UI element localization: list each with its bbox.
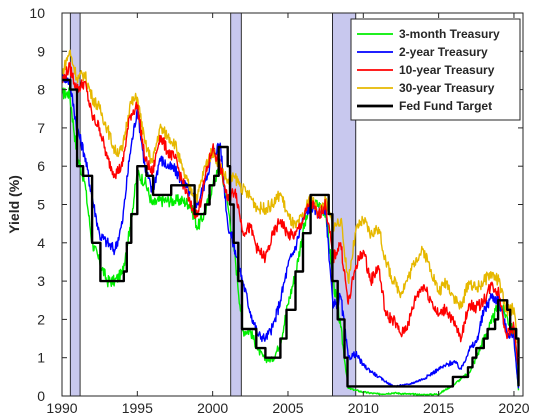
- y-tick-label: 10: [29, 5, 45, 21]
- x-tick-label: 2005: [272, 400, 303, 416]
- series-line-2-year-treasury: [62, 70, 520, 389]
- y-tick-label: 0: [37, 388, 45, 404]
- x-tick-label: 2010: [348, 400, 379, 416]
- y-axis-label: Yield (%): [6, 175, 22, 234]
- y-tick-label: 9: [37, 43, 45, 59]
- y-tick-label: 4: [37, 235, 45, 251]
- series-line-fed-fund-target: [62, 78, 520, 388]
- series-lines: [62, 49, 520, 396]
- legend: 3-month Treasury 2-year Treasury 10-year T…: [350, 18, 521, 121]
- legend-label: 10-year Treasury: [399, 63, 495, 77]
- y-tick-label: 5: [37, 197, 45, 213]
- x-tick-label: 1995: [122, 400, 153, 416]
- legend-label: 2-year Treasury: [399, 45, 488, 59]
- x-tick-label: 1990: [46, 400, 77, 416]
- legend-label: 30-year Treasury: [399, 81, 495, 95]
- y-tick-label: 3: [37, 273, 45, 289]
- y-tick-label: 8: [37, 82, 45, 98]
- y-axis: 0 1 2 3 4 5 6 7 8 9 10: [29, 5, 523, 404]
- y-tick-label: 7: [37, 120, 45, 136]
- y-tick-label: 6: [37, 158, 45, 174]
- x-axis: 1990 1995 2000 2005 2010 2015 2020: [46, 13, 530, 416]
- series-line-30-year-treasury: [62, 49, 520, 351]
- series-line-10-year-treasury: [62, 61, 520, 370]
- x-tick-label: 2015: [423, 400, 454, 416]
- x-tick-label: 2020: [498, 400, 529, 416]
- legend-label: Fed Fund Target: [399, 99, 492, 113]
- y-tick-label: 2: [37, 311, 45, 327]
- x-tick-label: 2000: [197, 400, 228, 416]
- legend-label: 3-month Treasury: [399, 27, 500, 41]
- y-tick-label: 1: [37, 350, 45, 366]
